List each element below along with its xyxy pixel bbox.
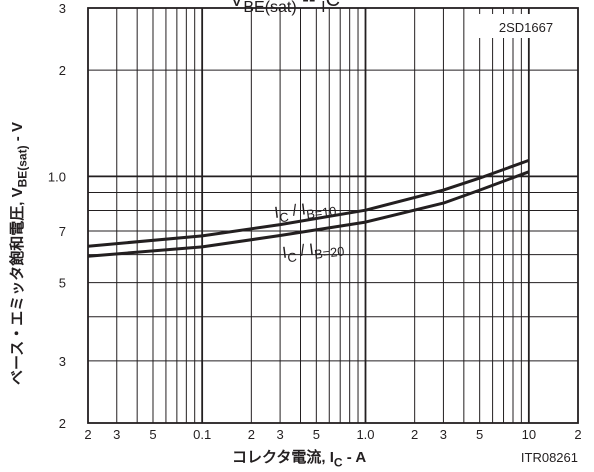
curve-label-part: I — [281, 245, 287, 262]
curve — [87, 170, 530, 258]
x-axis-label-part: C — [334, 456, 343, 470]
y-tick-label: 1.0 — [48, 169, 66, 184]
part-box — [478, 14, 574, 38]
x-tick-label: 2 — [84, 427, 91, 442]
chart-title-part: V — [230, 0, 244, 11]
curve-label: IC / IB=20 — [281, 238, 345, 266]
y-tick-label: 7 — [59, 224, 66, 239]
y-tick-label: 2 — [59, 63, 66, 78]
curve — [87, 158, 530, 248]
x-tick-label: 5 — [476, 427, 483, 442]
curve-label-part: C — [287, 249, 298, 265]
plot-frame — [87, 7, 579, 424]
curve-label-part: C — [279, 209, 290, 225]
curve-label-part: B=20 — [313, 243, 345, 262]
y-tick-label: 5 — [59, 276, 66, 291]
y-tick-label: 3 — [59, 1, 66, 16]
part-number: 2SD1667 — [499, 20, 553, 35]
x-tick-label: 5 — [149, 427, 156, 442]
x-tick-label: 1.0 — [356, 427, 374, 442]
chart-title-part: I — [321, 0, 325, 16]
x-tick-label: 2 — [248, 427, 255, 442]
curve-label: IC / IB=10 — [273, 198, 337, 226]
x-tick-label: 2 — [411, 427, 418, 442]
y-axis-label: ベース・エミッタ飽和電圧, VBE(sat) - V — [8, 122, 30, 385]
x-axis-label: コレクタ電流, IC - A — [232, 448, 366, 470]
chart-title: VBE(sat) -- IC — [230, 0, 340, 16]
curve-label-part: B=10 — [305, 203, 337, 222]
x-tick-label: 2 — [574, 427, 581, 442]
y-axis-label-part: - V — [9, 122, 26, 145]
x-tick-label: 0.1 — [193, 427, 211, 442]
curve-label-part: / I — [295, 241, 315, 260]
chart-title-part: C — [326, 0, 340, 11]
x-tick-label: 5 — [313, 427, 320, 442]
y-axis-label-part: ベース・エミッタ飽和電圧, V — [8, 187, 26, 385]
chart-title-part: BE(sat) — [243, 0, 296, 16]
curve-label-part: I — [273, 205, 279, 222]
y-tick-label: 3 — [59, 354, 66, 369]
x-tick-label: 3 — [113, 427, 120, 442]
x-tick-label: 3 — [440, 427, 447, 442]
y-axis-label-part: BE(sat) — [16, 145, 30, 187]
figure-code: ITR08261 — [521, 450, 578, 465]
y-tick-label: 2 — [59, 416, 66, 431]
x-tick-label: 3 — [276, 427, 283, 442]
x-axis-label-part: コレクタ電流, I — [232, 448, 334, 466]
x-tick-label: 10 — [522, 427, 536, 442]
x-axis-label-part: - A — [343, 449, 367, 466]
curve-label-part: / I — [287, 201, 307, 220]
chart-title-part: -- — [297, 0, 321, 11]
